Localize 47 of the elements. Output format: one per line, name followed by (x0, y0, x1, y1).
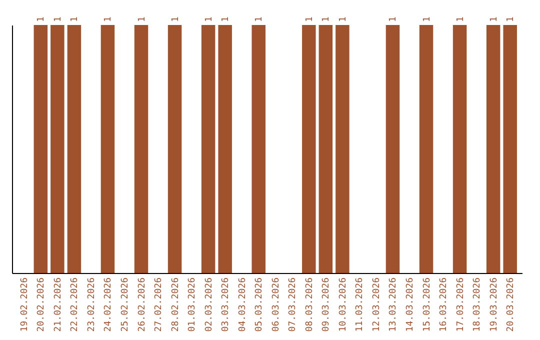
data-label: 1 (221, 16, 232, 22)
x-tick-label: 22.02.2026 (70, 278, 80, 332)
data-label: 1 (204, 16, 214, 22)
x-tick-label: 24.02.2026 (104, 278, 114, 332)
x-tick-label: 18.03.2026 (472, 278, 483, 332)
x-tick-label: 14.03.2026 (406, 278, 416, 332)
x-tick-label: 25.02.2026 (120, 278, 130, 332)
x-tick-label: 02.03.2026 (204, 278, 214, 332)
x-tick-label: 09.03.2026 (322, 278, 332, 332)
data-label: 1 (322, 16, 332, 22)
x-tick-label: 04.03.2026 (238, 278, 248, 332)
data-label: 1 (422, 16, 432, 22)
x-tick-label: 13.03.2026 (388, 278, 399, 332)
x-tick-label: 17.03.2026 (456, 278, 466, 332)
x-tick-label: 06.03.2026 (271, 278, 282, 332)
data-label: 1 (137, 16, 148, 22)
x-tick-label: 19.02.2026 (20, 278, 30, 332)
x-tick-label: 23.02.2026 (86, 278, 97, 332)
data-label: 1 (36, 16, 47, 22)
data-label: 1 (53, 16, 64, 22)
x-tick-label: 19.03.2026 (489, 278, 500, 332)
x-tick-label: 15.03.2026 (422, 278, 432, 332)
data-label: 1 (388, 16, 399, 22)
x-tick-label: 27.02.2026 (154, 278, 164, 332)
x-tick-label: 21.02.2026 (53, 278, 64, 332)
data-label: 1 (489, 16, 500, 22)
data-label: 1 (456, 16, 466, 22)
data-label: 1 (104, 16, 114, 22)
x-tick-label: 10.03.2026 (338, 278, 348, 332)
data-label: 1 (338, 16, 348, 22)
data-label: 1 (170, 16, 181, 22)
x-tick-label: 03.03.2026 (221, 278, 232, 332)
x-tick-label: 05.03.2026 (254, 278, 265, 332)
data-label: 1 (304, 16, 315, 22)
x-tick-label: 01.03.2026 (188, 278, 198, 332)
x-tick-label: 08.03.2026 (304, 278, 315, 332)
data-label: 1 (506, 16, 516, 22)
x-tick-label: 07.03.2026 (288, 278, 298, 332)
x-tick-label: 28.02.2026 (170, 278, 181, 332)
x-tick-label: 16.03.2026 (439, 278, 450, 332)
data-label: 1 (254, 16, 265, 22)
x-tick-label: 20.03.2026 (506, 278, 516, 332)
x-tick-label: 20.02.2026 (36, 278, 47, 332)
x-tick-label: 11.03.2026 (355, 278, 366, 332)
x-tick-label: 12.03.2026 (372, 278, 382, 332)
data-label: 1 (70, 16, 80, 22)
x-tick-label: 26.02.2026 (137, 278, 148, 332)
